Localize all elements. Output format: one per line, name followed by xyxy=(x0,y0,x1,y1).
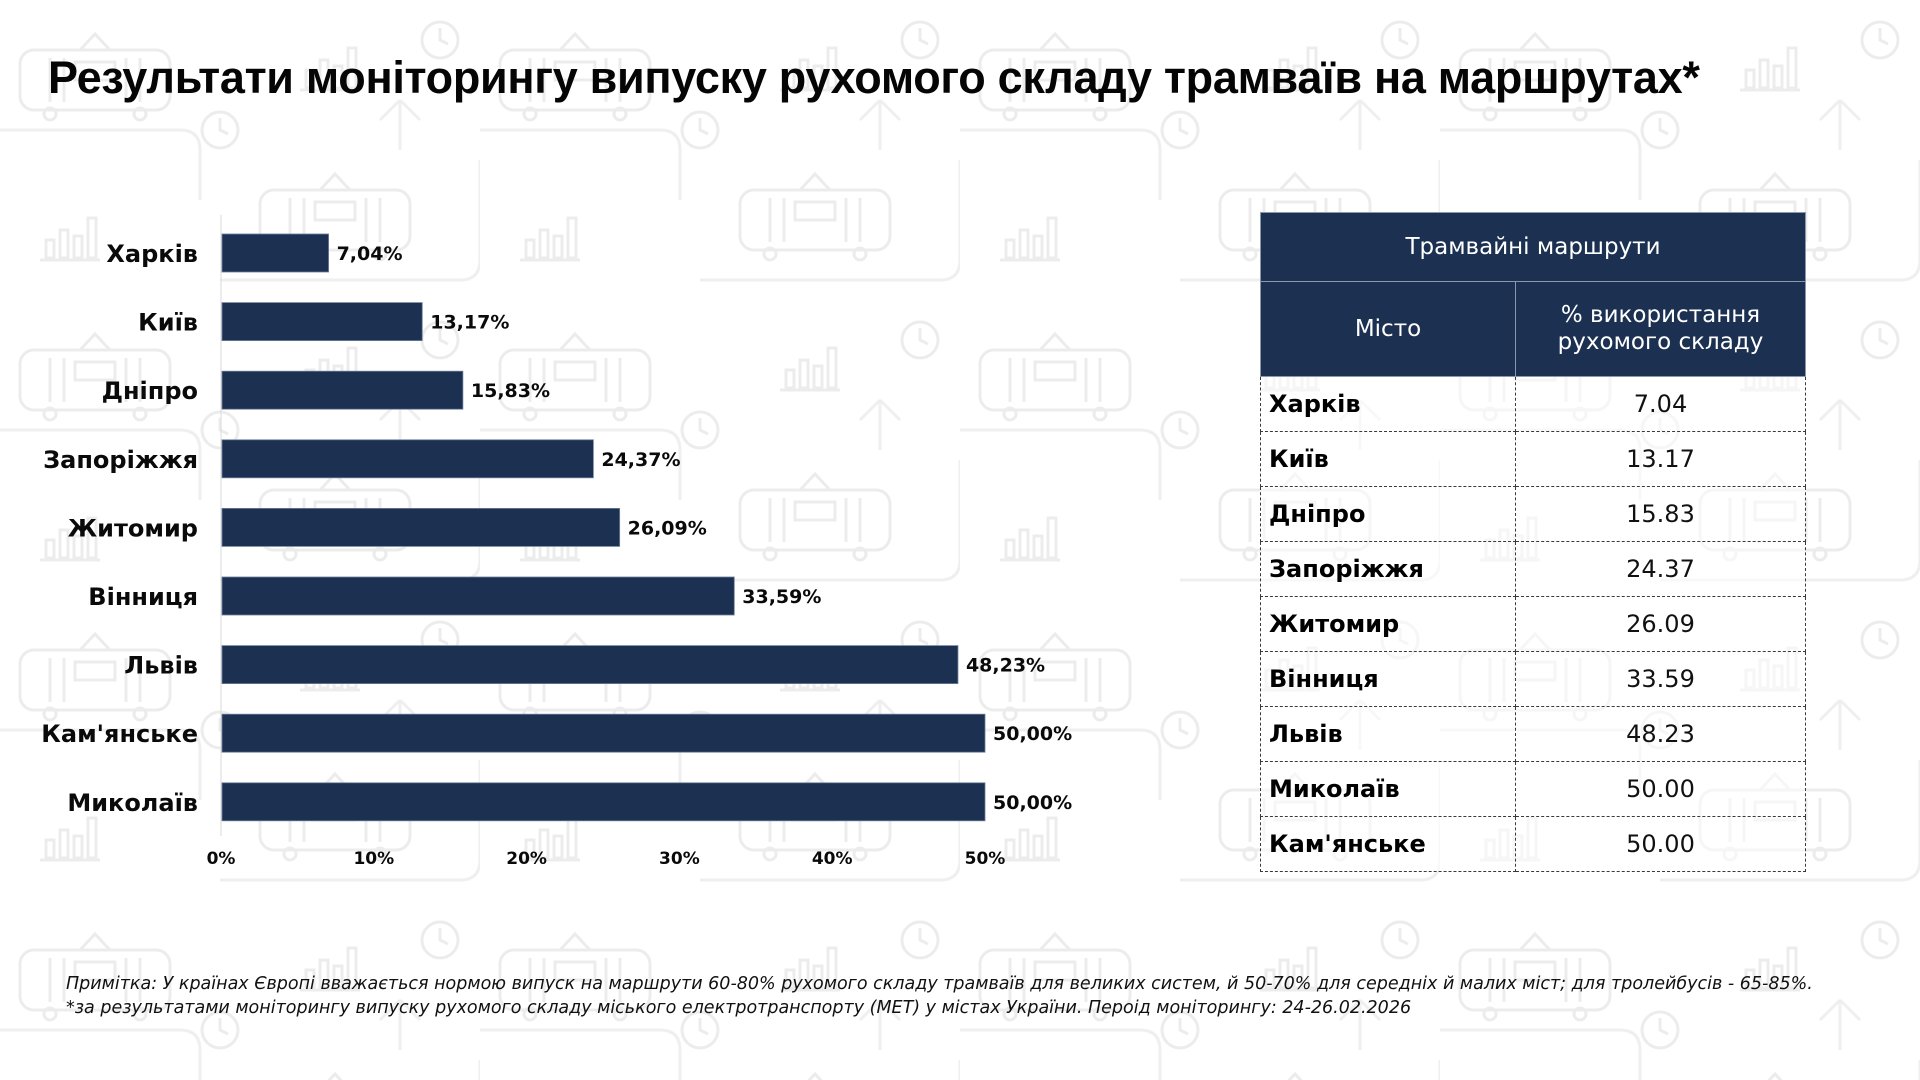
table-cell-city: Київ xyxy=(1260,431,1516,487)
table-row: Житомир 26.09 xyxy=(1260,596,1806,652)
table-cell-value: 15.83 xyxy=(1515,486,1806,542)
bar xyxy=(221,233,329,273)
table-body: Харків 7.04 Київ 13.17 Дніпро 15.83 Запоріжжя 2… xyxy=(1260,376,1806,872)
table-row: Київ 13.17 xyxy=(1260,431,1806,487)
table-row: Харків 7.04 xyxy=(1260,376,1806,432)
category-label: Вінниця xyxy=(88,583,198,611)
column-header-percent-line2: рухомого складу xyxy=(1557,329,1764,355)
bar xyxy=(221,576,735,616)
table-row: Вінниця 33.59 xyxy=(1260,651,1806,707)
category-label: Київ xyxy=(138,309,198,337)
bar-chart: Харків 7,04% Київ 13,17% Дніпро 15,83% Запоріж… xyxy=(41,214,1072,869)
footnote-norms: Примітка: У країнах Європі вважається но… xyxy=(66,974,1813,994)
table-row: Миколаїв 50.00 xyxy=(1260,761,1806,817)
data-label: 50,00% xyxy=(993,723,1072,745)
table-title: Трамвайні маршрути xyxy=(1260,212,1806,282)
table-row: Львів 48.23 xyxy=(1260,706,1806,762)
bars-group: Харків 7,04% Київ 13,17% Дніпро 15,83% Запоріж… xyxy=(41,233,1072,822)
bar xyxy=(221,370,464,410)
bar xyxy=(221,782,986,822)
table-cell-value: 50.00 xyxy=(1515,761,1806,817)
bar xyxy=(221,645,959,685)
footnotes: Примітка: У країнах Європі вважається но… xyxy=(66,972,1813,1020)
table-cell-city: Миколаїв xyxy=(1260,761,1516,817)
category-label: Кам'янське xyxy=(41,720,198,748)
table-row: Кам'янське 50.00 xyxy=(1260,816,1806,872)
x-tick-label: 20% xyxy=(506,849,547,869)
column-header-percent: % використання рухомого складу xyxy=(1515,281,1806,377)
bar xyxy=(221,439,594,479)
bar xyxy=(221,302,423,341)
x-axis-ticks: 0% 10% 20% 30% 40% 50% xyxy=(207,849,1006,869)
bar xyxy=(221,507,621,547)
data-label: 33,59% xyxy=(742,586,821,608)
table-row: Запоріжжя 24.37 xyxy=(1260,541,1806,597)
data-label: 50,00% xyxy=(993,792,1072,814)
x-tick-label: 30% xyxy=(659,849,700,869)
table-cell-value: 48.23 xyxy=(1515,706,1806,762)
bar xyxy=(221,713,986,753)
x-tick-label: 40% xyxy=(812,849,853,869)
table-row: Дніпро 15.83 xyxy=(1260,486,1806,542)
table-cell-value: 26.09 xyxy=(1515,596,1806,652)
data-label: 24,37% xyxy=(601,449,680,471)
category-label: Харків xyxy=(106,240,198,268)
column-header-percent-line1: % використання xyxy=(1560,302,1761,328)
category-label: Запоріжжя xyxy=(43,446,198,474)
footnote-source: *за результатами моніторингу випуску рух… xyxy=(66,998,1412,1018)
table-cell-value: 7.04 xyxy=(1515,376,1806,432)
table-cell-city: Кам'янське xyxy=(1260,816,1516,872)
data-label: 7,04% xyxy=(337,243,403,265)
category-label: Миколаїв xyxy=(67,789,198,817)
table-cell-value: 50.00 xyxy=(1515,816,1806,872)
table-cell-value: 24.37 xyxy=(1515,541,1806,597)
category-label: Житомир xyxy=(68,514,198,542)
table-cell-city: Дніпро xyxy=(1260,486,1516,542)
table-cell-value: 13.17 xyxy=(1515,431,1806,487)
column-header-city-label: Місто xyxy=(1354,315,1422,342)
data-label: 26,09% xyxy=(628,517,707,539)
x-tick-label: 50% xyxy=(965,849,1006,869)
table-cell-city: Житомир xyxy=(1260,596,1516,652)
table-cell-value: 33.59 xyxy=(1515,651,1806,707)
table-cell-city: Львів xyxy=(1260,706,1516,762)
table-cell-city: Харків xyxy=(1260,376,1516,432)
data-label: 15,83% xyxy=(471,380,550,402)
x-tick-label: 0% xyxy=(207,849,236,869)
x-tick-label: 10% xyxy=(353,849,394,869)
category-label: Львів xyxy=(124,652,198,680)
table-cell-city: Запоріжжя xyxy=(1260,541,1516,597)
column-header-city: Місто xyxy=(1260,281,1516,377)
table-cell-city: Вінниця xyxy=(1260,651,1516,707)
page-title: Результати моніторингу випуску рухомого … xyxy=(48,52,1700,103)
data-table: Трамвайні маршрути Місто % використання … xyxy=(1260,212,1806,872)
data-label: 48,23% xyxy=(966,655,1045,677)
data-label: 13,17% xyxy=(430,312,509,334)
category-label: Дніпро xyxy=(102,377,198,405)
